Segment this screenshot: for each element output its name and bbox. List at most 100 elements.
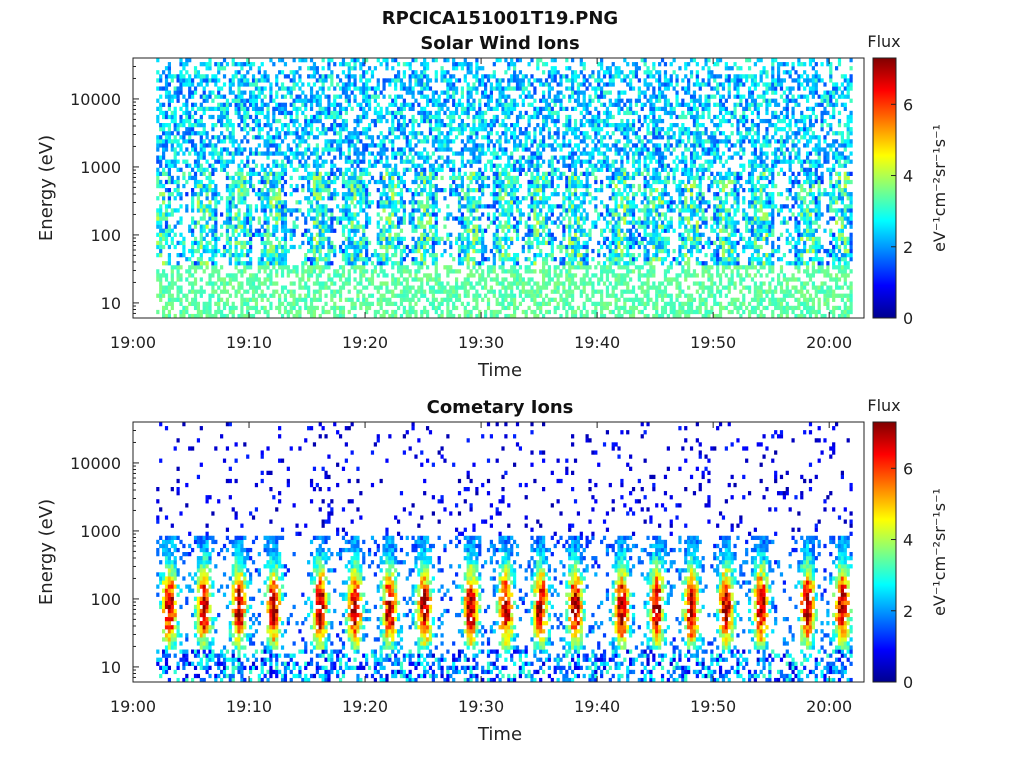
spectrogram-cell [454,281,459,286]
spectrogram-cell [193,301,198,307]
spectrogram-cell [243,127,247,132]
spectrogram-cell [347,216,351,221]
spectrogram-cell [246,216,250,221]
spectrogram-cell [344,106,348,112]
spectrogram-cell [391,188,395,193]
spectrogram-cell [469,313,473,319]
spectrogram-cell [402,82,406,87]
spectrogram-cell [220,167,224,172]
spectrogram-cell [214,82,218,87]
spectrogram-cell [556,224,560,229]
spectrogram-cell [481,171,485,177]
spectrogram-cell [167,204,172,209]
spectrogram-cell [431,143,435,148]
spectrogram-cell [501,265,505,270]
spectrogram-cell [544,273,549,278]
spectrogram-cell [420,216,424,221]
spectrogram-cell [191,208,195,213]
spectrogram-cell [457,200,462,205]
spectrogram-cell [527,135,531,140]
spectrogram-cell [254,102,259,107]
spectrogram-cell [405,135,409,140]
spectrogram-cell [347,155,351,160]
spectrogram-cell [414,135,418,140]
spectrogram-cell [466,200,470,205]
spectrogram-cell [266,248,270,254]
spectrogram-cell [362,232,366,237]
spectrogram-cell [356,131,360,136]
spectrogram-cell [466,224,470,229]
spectrogram-cell [568,175,572,181]
spectrogram-cell [263,196,267,201]
spectrogram-cell [191,289,195,294]
spectrogram-cell [367,94,372,99]
spectrogram-cell [443,102,447,107]
spectrogram-cell [559,257,563,262]
spectrogram-cell [257,70,261,75]
spectrogram-cell [391,293,395,298]
spectrogram-cell [315,102,319,107]
spectrogram-cell [515,118,520,124]
spectrogram-cell [359,244,363,250]
spectrogram-cell [379,147,383,152]
spectrogram-cell [249,281,253,286]
spectrogram-cell [562,74,566,79]
spectrogram-cell [542,297,546,302]
spectrogram-cell [536,212,540,217]
spectrogram-cell [536,253,540,258]
spectrogram-cell [510,285,514,290]
spectrogram-cell [550,277,554,282]
spectrogram-cell [240,281,244,286]
spectrogram-cell [243,289,247,294]
spectrogram-cell [202,309,206,315]
spectrogram-cell [251,167,256,172]
spectrogram-cell [353,171,357,177]
spectrogram-cell [359,269,363,274]
spectrogram-cell [492,277,496,282]
spectrogram-cell [399,123,404,128]
spectrogram-cell [542,114,546,120]
spectrogram-cell [481,110,485,116]
spectrogram-cell [237,114,241,120]
spectrogram-cell [559,102,563,107]
spectrogram-cell [385,110,389,116]
spectrogram-cell [423,94,427,99]
spectrogram-cell [347,244,351,250]
spectrogram-cell [196,244,201,250]
spectrogram-cell [324,236,328,242]
spectrogram-cell [463,277,467,282]
spectrogram-cell [484,257,488,262]
spectrogram-cell [530,139,534,144]
spectrogram-cell [191,131,195,136]
spectrogram-cell [295,167,299,172]
spectrogram-cell [394,200,398,205]
spectrogram-cell [257,151,261,156]
spectrogram-cell [193,131,198,136]
spectrogram-cell [411,220,415,225]
spectrogram-cell [489,313,493,319]
spectrogram-cell [428,273,433,278]
spectrogram-cell [199,151,203,156]
spectrogram-cell [246,82,250,87]
spectrogram-cell [562,204,566,209]
spectrogram-cell [304,269,308,274]
spectrogram-cell [431,58,435,63]
spectrogram-cell [382,94,386,99]
spectrogram-cell [425,240,430,246]
spectrogram-cell [324,74,328,79]
spectrogram-cell [399,297,404,302]
spectrogram-cell [260,175,264,181]
spectrogram-cell [269,248,273,254]
spectrogram-cell [318,171,322,177]
spectrogram-cell [376,118,380,124]
spectrogram-cell [309,261,314,266]
spectrogram-cell [185,277,189,282]
spectrogram-cell [254,82,259,87]
spectrogram-cell [312,293,317,298]
spectrogram-cell [466,106,470,112]
spectrogram-cell [214,147,218,152]
spectrogram-cell [515,224,520,229]
spectrogram-cell [530,159,534,164]
spectrogram-cell [544,232,549,237]
spectrogram-cell [275,224,279,229]
